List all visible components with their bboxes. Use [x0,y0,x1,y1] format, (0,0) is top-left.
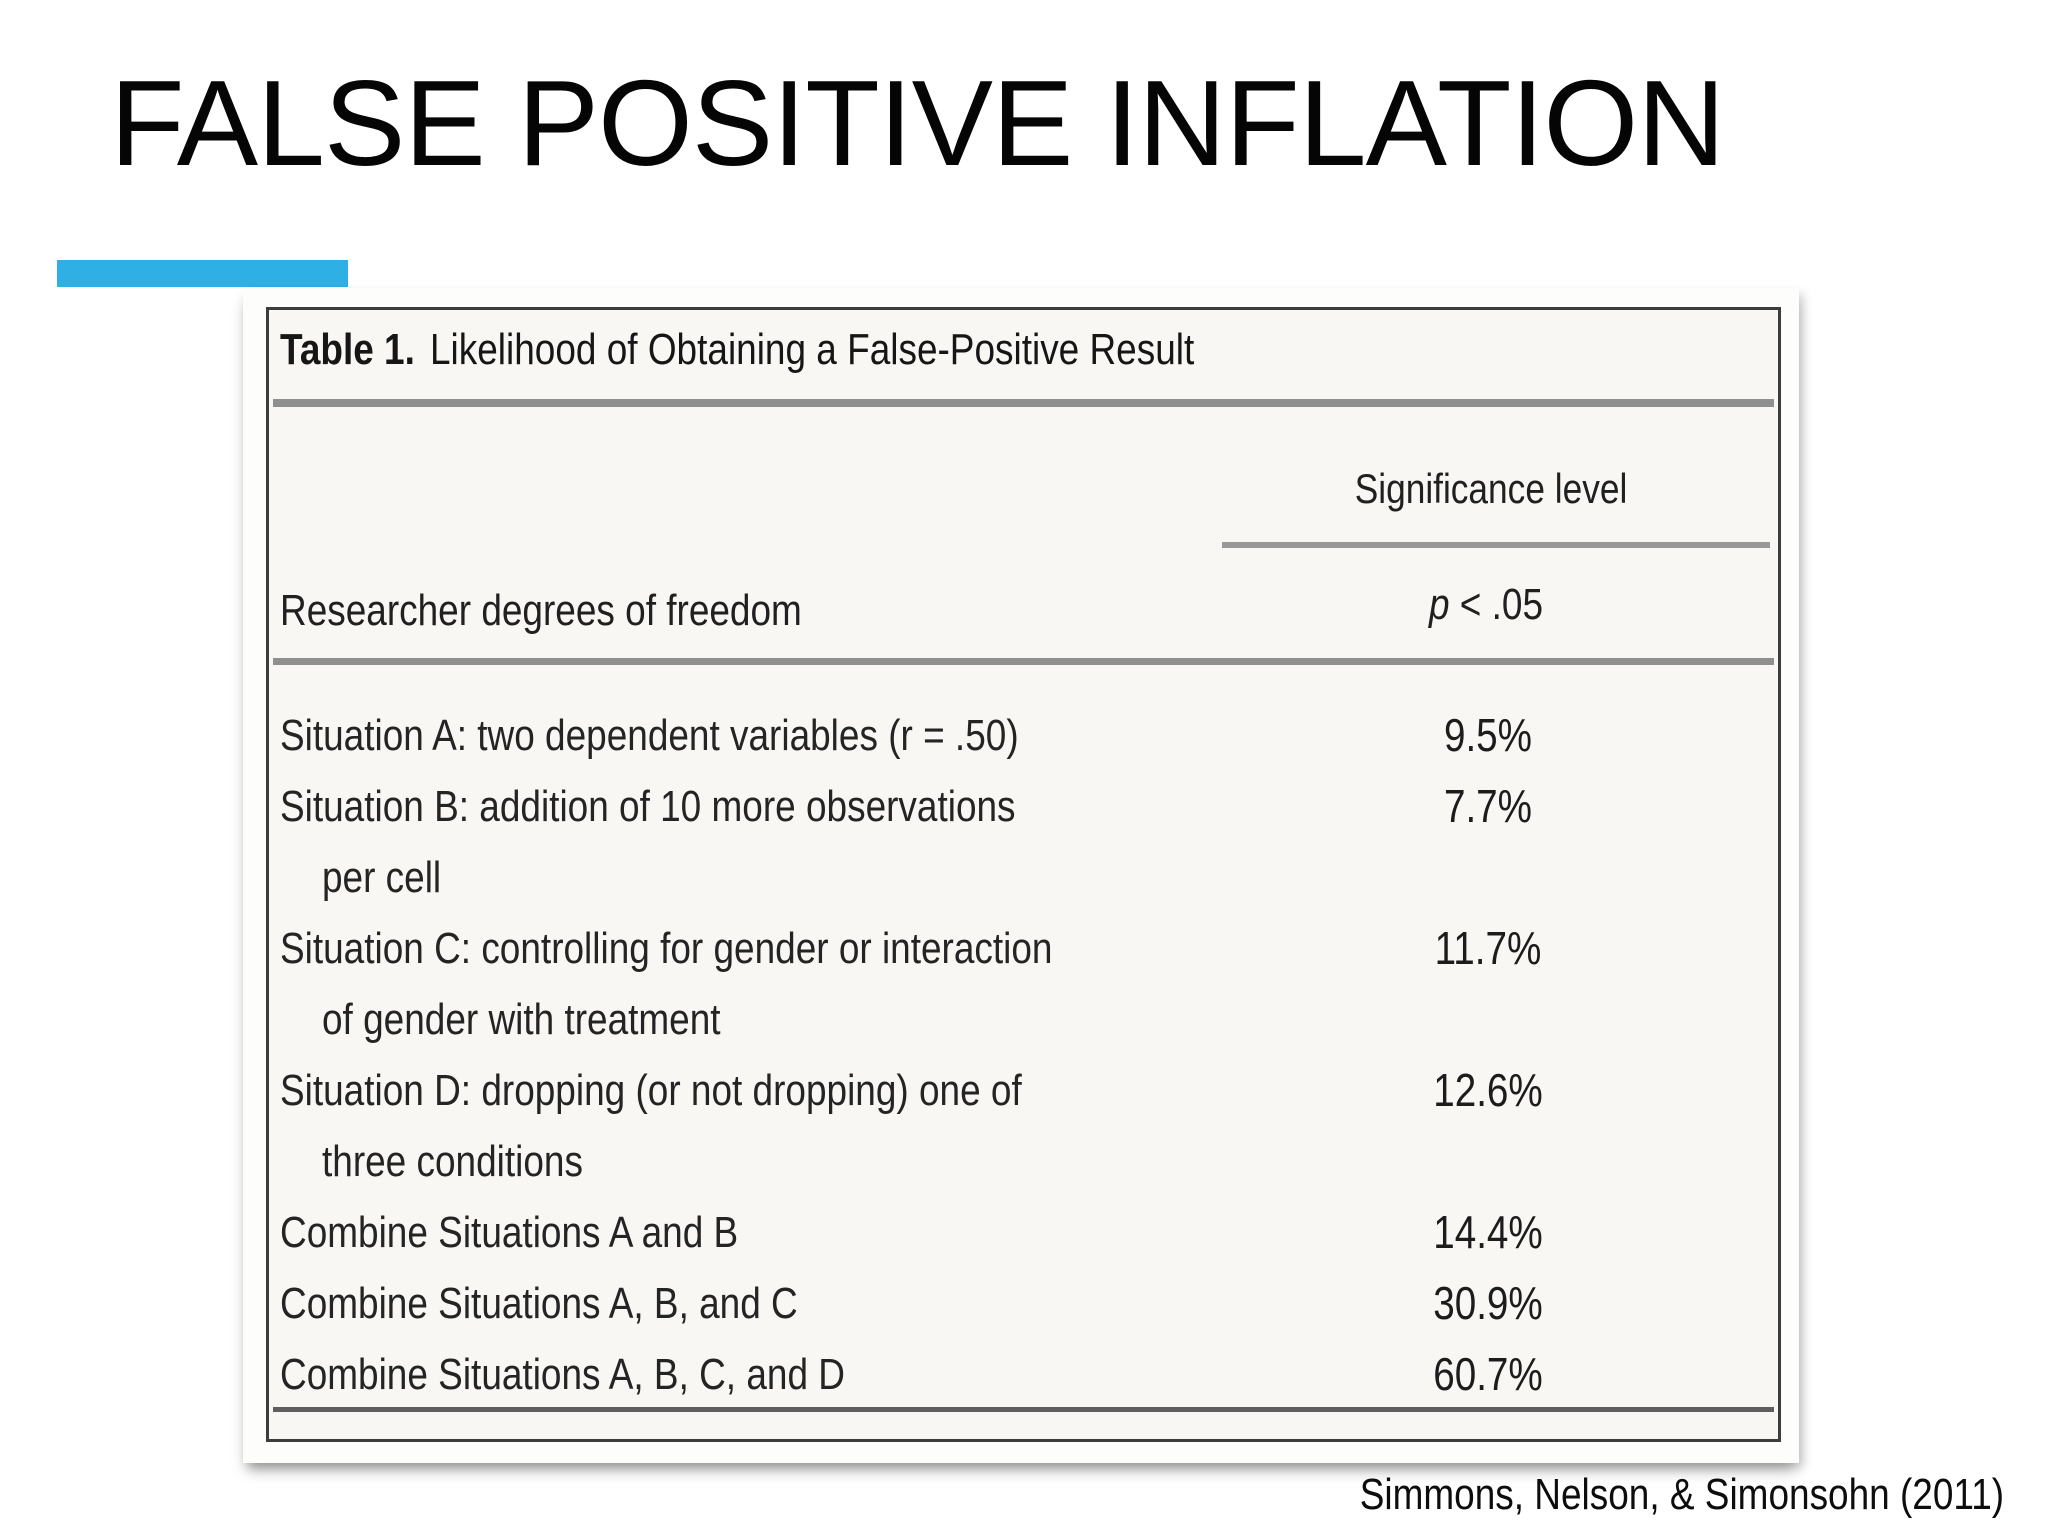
table-row-label: Combine Situations A and B [280,1197,825,1268]
row-label-line: Combine Situations A and B [280,1208,739,1257]
row-value: 14.4% [1433,1206,1543,1258]
row-label-line: per cell [322,853,442,902]
row-value: 12.6% [1433,1064,1543,1116]
row-value: 7.7% [1443,780,1533,832]
table-row-label: Combine Situations A, B, C, and D [280,1339,953,1410]
slide-title: FALSE POSITIVE INFLATION [110,55,1725,191]
citation: Simmons, Nelson, & Simonsohn (2011) [1359,1470,2004,1519]
row-value: 9.5% [1443,709,1533,761]
significance-level-header: Significance level [1354,465,1628,512]
header-rule [273,658,1774,665]
p-threshold: < .05 [1449,580,1544,629]
caption-rule [273,399,1774,407]
p-value-column-header: p < .05 [1429,580,1543,630]
row-label-line: of gender with treatment [322,995,721,1044]
row-label-line: Situation D: dropping (or not dropping) … [280,1066,1022,1115]
accent-bar [57,260,348,287]
table-row-label: Situation D: dropping (or not dropping) … [280,1055,1163,1197]
table-row-label: Situation C: controlling for gender or i… [280,913,1200,1055]
row-label-line: Combine Situations A, B, C, and D [280,1350,845,1399]
table-content: Table 1. Likelihood of Obtaining a False-… [269,310,1778,1439]
row-value: 11.7% [1434,922,1542,974]
table-caption: Table 1. Likelihood of Obtaining a False-… [280,324,1368,377]
row-label-line: Situation A: two dependent variables (r … [280,711,1019,760]
table-row-label: Situation B: addition of 10 more observa… [280,771,1156,913]
row-label-line: Combine Situations A, B, and C [280,1279,798,1328]
table-row-label: Situation A: two dependent variables (r … [280,700,1159,771]
table-figure-card: Table 1. Likelihood of Obtaining a False-… [243,288,1799,1463]
bottom-rule [273,1407,1774,1412]
table-caption-label: Table 1. [280,325,415,374]
table-caption-text: Likelihood of Obtaining a False-Positive… [430,325,1195,374]
row-label-line: three conditions [322,1137,583,1186]
table-row-label: Combine Situations A, B, and C [280,1268,896,1339]
row-label-line: Situation C: controlling for gender or i… [280,924,1053,973]
row-value: 30.9% [1433,1277,1543,1329]
row-label-line: Situation B: addition of 10 more observa… [280,782,1016,831]
row-value: 60.7% [1433,1348,1543,1400]
row-group-header: Researcher degrees of freedom [280,586,802,635]
table-frame: Table 1. Likelihood of Obtaining a False-… [266,307,1781,1442]
significance-underline [1222,542,1770,548]
p-symbol: p [1428,580,1450,629]
